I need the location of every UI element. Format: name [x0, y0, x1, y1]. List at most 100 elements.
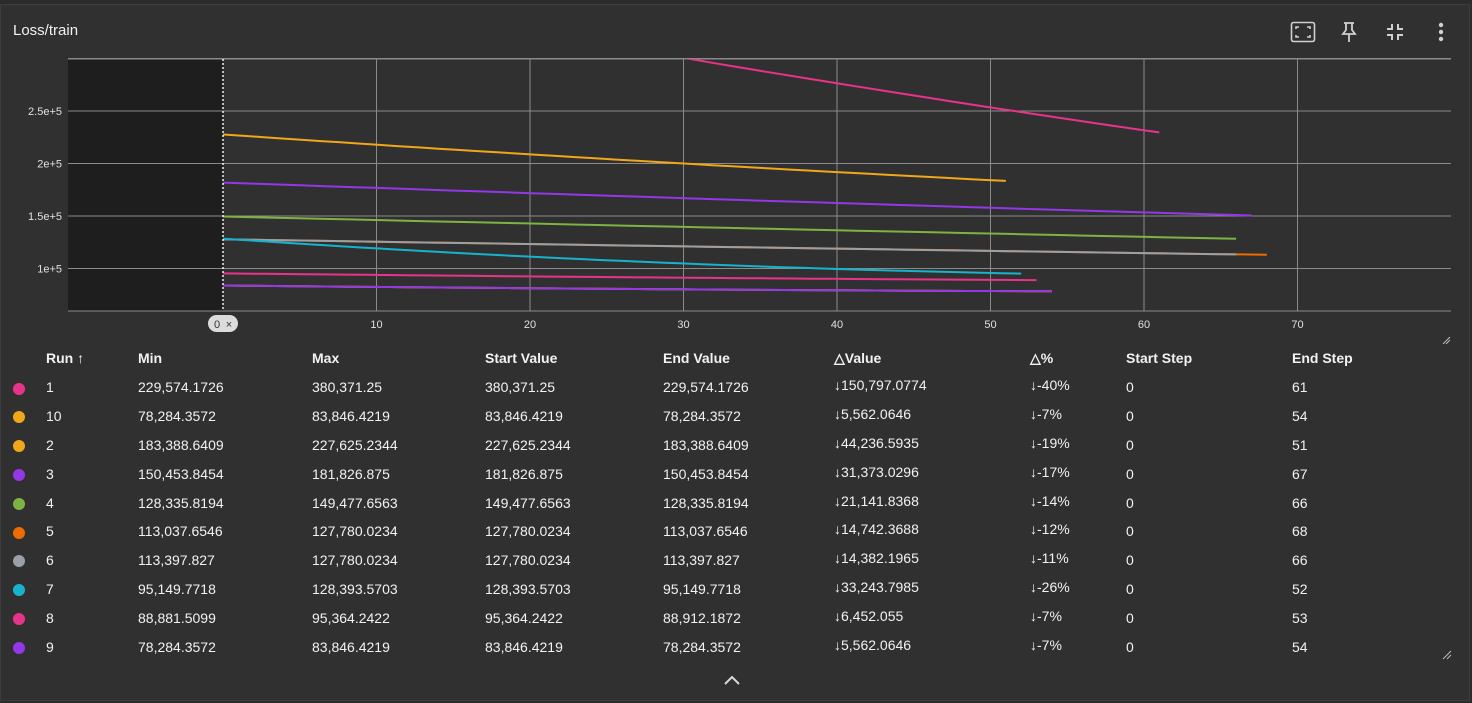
table-row[interactable]: 7 95,149.7718 128,393.5703 128,393.5703 95,1…: [6, 575, 1442, 604]
end-value: 229,574.1726: [663, 379, 749, 396]
exit-fullscreen-button[interactable]: [1378, 18, 1412, 46]
series-line-8[interactable]: [222, 272, 1037, 282]
delta-value: ↓14,742.3688: [834, 521, 919, 538]
delta-percent: ↓-7%: [1030, 607, 1062, 624]
remove-marker-icon[interactable]: ×: [226, 319, 232, 331]
series-line-4[interactable]: [222, 215, 1237, 240]
header-max[interactable]: Max: [312, 350, 340, 366]
table-row[interactable]: 2 183,388.6409 227,625.2344 227,625.2344 183…: [6, 431, 1442, 460]
table-row[interactable]: 6 113,397.827 127,780.0234 127,780.0234 113,…: [6, 546, 1442, 575]
step-marker-label: 0: [214, 319, 220, 331]
delta-value: ↓5,562.0646: [834, 636, 912, 653]
table-row[interactable]: 4 128,335.8194 149,477.6563 149,477.6563 128…: [6, 488, 1442, 517]
end-step: 53: [1292, 609, 1308, 626]
end-value: 78,284.3572: [663, 638, 741, 655]
run-name: 7: [46, 580, 54, 597]
run-color-cell: [6, 488, 46, 517]
run-color-dot[interactable]: [13, 526, 25, 539]
run-color-dot[interactable]: [13, 555, 25, 568]
end-step: 68: [1292, 523, 1308, 540]
min-value: 78,284.3572: [138, 638, 216, 655]
collapse-fullscreen-icon: [1387, 24, 1403, 40]
start-value: 181,826.875: [485, 465, 563, 482]
delta-value: ↓5,562.0646: [834, 406, 912, 423]
run-color-dot[interactable]: [13, 411, 25, 424]
start-step: 0: [1126, 580, 1134, 597]
table-row[interactable]: 5 113,037.6546 127,780.0234 127,780.0234 113…: [6, 517, 1442, 546]
series-line-1[interactable]: [223, 54, 1160, 134]
y-tick-label: 1.5e+5: [28, 211, 62, 223]
delta-percent: ↓-12%: [1030, 521, 1070, 538]
max-value: 127,780.0234: [312, 523, 398, 540]
run-name: 9: [46, 638, 54, 655]
min-value: 128,335.8194: [138, 494, 224, 511]
run-name: 3: [46, 465, 54, 482]
start-value: 149,477.6563: [485, 494, 571, 511]
min-value: 229,574.1726: [138, 379, 224, 396]
chevron-up-icon[interactable]: [722, 672, 742, 688]
header-run[interactable]: Run ↑: [46, 350, 85, 366]
start-value: 127,780.0234: [485, 552, 571, 569]
run-color-dot[interactable]: [13, 641, 25, 654]
start-step: 0: [1126, 408, 1134, 425]
header-start-step[interactable]: Start Step: [1126, 350, 1193, 366]
fit-to-data-button[interactable]: [1286, 18, 1320, 46]
end-step: 67: [1292, 465, 1308, 482]
header-delta-percent[interactable]: △%: [1030, 349, 1054, 366]
start-step: 0: [1126, 436, 1134, 453]
header-end-value[interactable]: End Value: [663, 350, 730, 366]
end-step: 51: [1292, 436, 1308, 453]
chart-resize-handle-icon[interactable]: [1442, 336, 1451, 344]
series-line-2[interactable]: [222, 133, 1006, 182]
run-data-table: Run ↑ Min Max Start Value End Value △Val…: [6, 343, 1442, 661]
excluded-region: [68, 59, 223, 311]
run-color-dot[interactable]: [13, 497, 25, 510]
table-row[interactable]: 8 88,881.5099 95,364.2422 95,364.2422 88,912…: [6, 603, 1442, 632]
step-marker-chip[interactable]: 0 ×: [208, 315, 238, 332]
end-step: 52: [1292, 580, 1308, 597]
x-tick-label: 30: [677, 319, 689, 331]
x-tick-label: 10: [370, 319, 382, 331]
table-row[interactable]: 1 229,574.1726 380,371.25 380,371.25 229,574…: [6, 373, 1442, 402]
y-tick-label: 2.5e+5: [28, 106, 62, 118]
run-name: 2: [46, 436, 54, 453]
table-resize-handle-icon[interactable]: [1442, 650, 1452, 660]
min-value: 95,149.7718: [138, 580, 216, 597]
delta-value: ↓31,373.0296: [834, 463, 919, 480]
run-color-dot[interactable]: [13, 440, 25, 453]
start-step: 0: [1126, 494, 1134, 511]
delta-value: ↓6,452.055: [834, 607, 904, 624]
end-value: 128,335.8194: [663, 494, 749, 511]
run-color-dot[interactable]: [13, 584, 25, 597]
series-line-7[interactable]: [222, 237, 1022, 275]
start-value: 95,364.2422: [485, 609, 563, 626]
run-name: 10: [46, 408, 62, 425]
min-value: 113,037.6546: [138, 523, 223, 540]
delta-percent: ↓-40%: [1030, 377, 1070, 394]
end-value: 150,453.8454: [663, 465, 749, 482]
max-value: 181,826.875: [312, 465, 390, 482]
more-options-button[interactable]: [1424, 18, 1458, 46]
start-value: 83,846.4219: [485, 638, 563, 655]
max-value: 227,625.2344: [312, 436, 398, 453]
header-delta-value[interactable]: △Value: [834, 349, 882, 366]
table-row[interactable]: 9 78,284.3572 83,846.4219 83,846.4219 78,284…: [6, 632, 1442, 661]
min-value: 183,388.6409: [138, 436, 224, 453]
header-min[interactable]: Min: [138, 350, 163, 366]
y-tick-label: 2e+5: [37, 159, 62, 171]
delta-percent: ↓-11%: [1030, 550, 1069, 567]
delta-percent: ↓-14%: [1030, 492, 1070, 509]
series-line-9[interactable]: [222, 284, 1052, 293]
header-end-step[interactable]: End Step: [1292, 350, 1353, 366]
run-color-dot[interactable]: [13, 613, 25, 626]
table-row[interactable]: 3 150,453.8454 181,826.875 181,826.875 150,4…: [6, 459, 1442, 488]
table-row[interactable]: 10 78,284.3572 83,846.4219 83,846.4219 78,28…: [6, 402, 1442, 431]
series-line-3[interactable]: [222, 181, 1252, 217]
run-color-dot[interactable]: [13, 382, 25, 395]
loss-train-chart[interactable]: 1e+5 1.5e+5 2e+5 2.5e+5 10 20 30 40 50 60 70 0 ×: [0, 54, 1472, 344]
run-color-dot[interactable]: [13, 469, 25, 482]
header-start-value[interactable]: Start Value: [485, 350, 558, 366]
pin-button[interactable]: [1332, 18, 1366, 46]
delta-value: ↓150,797.0774: [834, 377, 927, 394]
series-line-6[interactable]: [222, 238, 1237, 256]
